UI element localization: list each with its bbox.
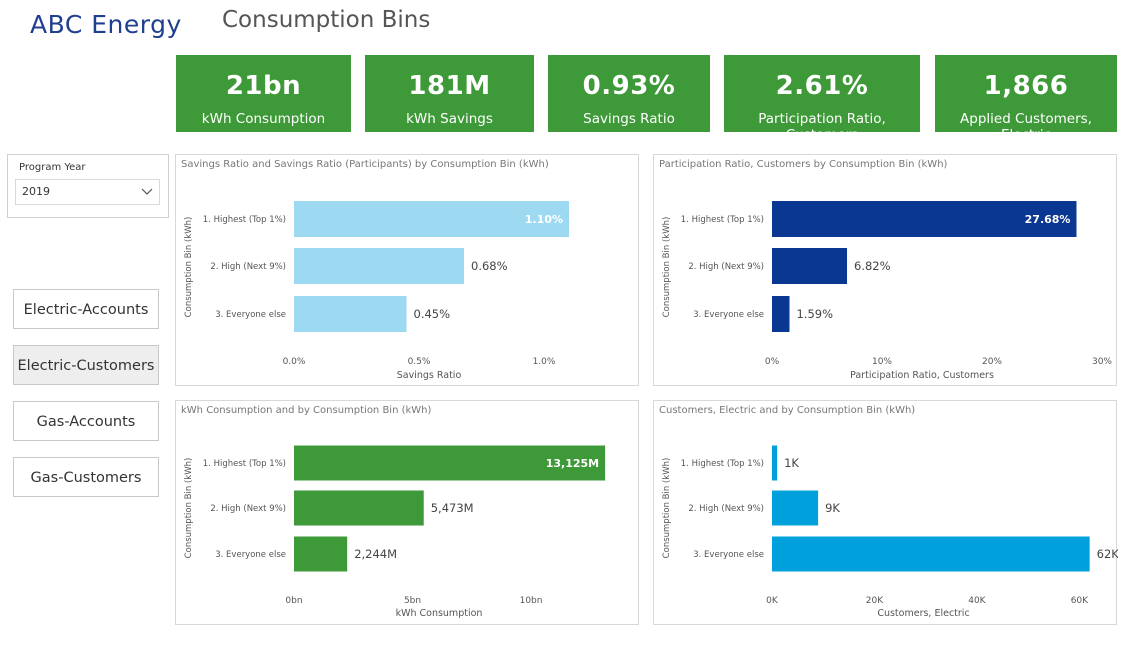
chart-title: Participation Ratio, Customers by Consum… [659, 159, 948, 170]
participation-ratio-chart: Participation Ratio, Customers by Consum… [653, 154, 1117, 386]
kpi-label: Participation Ratio, Customers [758, 111, 886, 143]
savings-ratio-chart: Savings Ratio and Savings Ratio (Partici… [175, 154, 639, 386]
x-tick-label: 0K [766, 596, 779, 606]
data-label: 27.68% [1025, 213, 1071, 226]
customers-electric-chart: Customers, Electric and by Consumption B… [653, 400, 1118, 625]
x-tick-label: 5bn [404, 596, 421, 606]
x-tick-label: 0.5% [408, 357, 431, 367]
x-tick-label: 1.0% [533, 357, 556, 367]
kpi-value: 0.93% [582, 71, 676, 101]
category-label: 1. Highest (Top 1%) [203, 215, 286, 225]
kpi-label: kWh Savings [406, 111, 493, 127]
category-label: 1. Highest (Top 1%) [681, 459, 764, 469]
kpi-card-savings: 181M kWh Savings [365, 55, 534, 132]
x-axis-title: Savings Ratio [397, 370, 462, 381]
data-label: 0.68% [471, 259, 508, 273]
bar [294, 296, 407, 332]
brand-logo: ABC Energy [30, 10, 182, 39]
data-label: 0.45% [414, 307, 451, 321]
category-label: 3. Everyone else [693, 310, 764, 320]
kpi-value: 1,866 [983, 71, 1069, 101]
kpi-label: kWh Consumption [201, 111, 326, 127]
category-label: 3. Everyone else [693, 550, 764, 560]
bar [294, 490, 424, 526]
x-tick-label: 10% [872, 357, 892, 367]
chart-title: Savings Ratio and Savings Ratio (Partici… [181, 159, 549, 170]
chevron-down-icon [140, 183, 154, 202]
kpi-value: 21bn [225, 71, 302, 101]
y-axis-title: Consumption Bin (kWh) [662, 458, 672, 559]
bar [772, 536, 1090, 572]
data-label: 2,244M [354, 547, 397, 561]
x-axis-title: kWh Consumption [396, 608, 483, 619]
x-tick-label: 60K [1071, 596, 1089, 606]
bar [772, 490, 819, 526]
category-label: 3. Everyone else [215, 310, 286, 320]
data-label: 1K [784, 456, 799, 470]
kpi-card-consumption: 21bn kWh Consumption [176, 55, 351, 132]
data-label: 13,125M [546, 457, 599, 470]
category-label: 2. High (Next 9%) [210, 504, 286, 514]
bar [772, 445, 778, 481]
kpi-card-applied-customers: 1,866 Applied Customers, Electric [935, 55, 1117, 143]
program-year-slicer: Program Year 2019 [7, 154, 169, 218]
category-label: 1. Highest (Top 1%) [203, 459, 286, 469]
kpi-card-savings-ratio: 0.93% Savings Ratio [548, 55, 710, 132]
bar [294, 445, 606, 481]
kpi-label: Applied Customers, Electric [960, 111, 1092, 143]
x-tick-label: 0.0% [283, 357, 306, 367]
program-year-dropdown[interactable]: 2019 [15, 179, 160, 205]
bar [772, 296, 790, 332]
kpi-label: Savings Ratio [583, 111, 675, 127]
bar [772, 201, 1077, 237]
data-label: 6.82% [854, 259, 891, 273]
x-tick-label: 20% [982, 357, 1002, 367]
x-tick-label: 0% [765, 357, 780, 367]
gas-customers-button[interactable]: Gas-Customers [13, 457, 159, 497]
gas-accounts-button[interactable]: Gas-Accounts [13, 401, 159, 441]
x-axis-title: Customers, Electric [877, 608, 969, 619]
data-label: 1.10% [525, 213, 563, 226]
data-label: 5,473M [431, 501, 474, 515]
category-label: 2. High (Next 9%) [688, 262, 764, 272]
category-label: 2. High (Next 9%) [688, 504, 764, 514]
y-axis-title: Consumption Bin (kWh) [662, 217, 672, 318]
kpi-value: 181M [408, 71, 491, 101]
kpi-card-participation: 2.61% Participation Ratio, Customers [724, 55, 920, 143]
data-label: 62K [1097, 547, 1118, 561]
page-title: Consumption Bins [222, 7, 431, 33]
electric-accounts-button[interactable]: Electric-Accounts [13, 289, 159, 329]
chart-title: Customers, Electric and by Consumption B… [659, 405, 915, 416]
electric-customers-button[interactable]: Electric-Customers [13, 345, 159, 385]
slicer-value: 2019 [22, 185, 50, 198]
bar [294, 536, 348, 572]
x-axis-title: Participation Ratio, Customers [850, 370, 994, 381]
chart-title: kWh Consumption and by Consumption Bin (… [181, 405, 432, 416]
bar [772, 248, 848, 284]
category-label: 2. High (Next 9%) [210, 262, 286, 272]
data-label: 1.59% [796, 307, 833, 321]
y-axis-title: Consumption Bin (kWh) [184, 217, 194, 318]
bar [294, 248, 464, 284]
y-axis-title: Consumption Bin (kWh) [184, 458, 194, 559]
data-label: 9K [825, 501, 840, 515]
bar [294, 201, 569, 237]
category-label: 3. Everyone else [215, 550, 286, 560]
slicer-label: Program Year [19, 162, 86, 173]
x-tick-label: 30% [1092, 357, 1112, 367]
x-tick-label: 40K [968, 596, 986, 606]
x-tick-label: 0bn [285, 596, 302, 606]
kwh-consumption-chart: kWh Consumption and by Consumption Bin (… [175, 400, 639, 625]
x-tick-label: 20K [866, 596, 884, 606]
kpi-value: 2.61% [775, 71, 869, 101]
category-label: 1. Highest (Top 1%) [681, 215, 764, 225]
x-tick-label: 10bn [520, 596, 543, 606]
